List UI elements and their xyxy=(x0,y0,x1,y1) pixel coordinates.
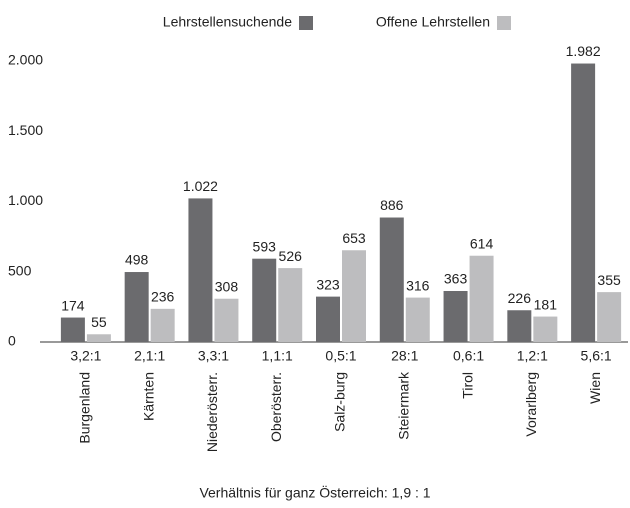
value-label: 226 xyxy=(508,290,532,306)
bar xyxy=(379,217,404,342)
ratio-label: 28:1 xyxy=(391,348,418,364)
value-label: 1.982 xyxy=(566,43,601,59)
bar xyxy=(342,250,366,342)
bar xyxy=(150,308,175,342)
x-tick-label: Salz-burg xyxy=(332,372,348,432)
y-tick-label: 2.000 xyxy=(8,52,43,68)
value-label: 316 xyxy=(406,277,430,293)
ratio-label: 0,5:1 xyxy=(325,348,356,364)
x-tick-label: Niederösterr. xyxy=(204,372,220,452)
value-label: 355 xyxy=(597,272,621,288)
value-label: 886 xyxy=(380,197,404,213)
x-tick-label: Wien xyxy=(587,372,603,404)
value-label: 308 xyxy=(215,278,239,294)
value-label: 323 xyxy=(316,276,340,292)
footnote: Verhältnis für ganz Österreich: 1,9 : 1 xyxy=(199,484,430,501)
x-tick-label: Steiermark xyxy=(395,371,411,440)
bar xyxy=(469,255,494,342)
value-label: 363 xyxy=(444,271,468,287)
y-tick-label: 1.500 xyxy=(8,122,43,138)
value-label: 593 xyxy=(253,238,277,254)
ratio-label: 1,2:1 xyxy=(517,348,548,364)
y-tick-label: 0 xyxy=(8,333,16,349)
bar xyxy=(316,296,340,342)
value-label: 55 xyxy=(91,314,107,330)
x-tick-label: Kärnten xyxy=(140,372,156,421)
bar xyxy=(214,298,239,342)
value-label: 181 xyxy=(534,296,558,312)
x-tick-label: Oberösterr. xyxy=(268,372,284,442)
bar xyxy=(443,290,468,342)
bar xyxy=(60,317,85,342)
ratio-label: 3,2:1 xyxy=(70,348,101,364)
bar xyxy=(533,316,558,342)
bar xyxy=(571,63,596,343)
bar xyxy=(405,297,430,342)
bar xyxy=(86,334,111,342)
legend-label: Lehrstellensuchende xyxy=(163,14,292,30)
x-tick-label: Vorarlberg xyxy=(523,372,539,437)
ratio-label: 3,3:1 xyxy=(198,348,229,364)
ratio-label: 1,1:1 xyxy=(262,348,293,364)
value-label: 526 xyxy=(279,248,303,264)
y-tick-label: 1.000 xyxy=(8,192,43,208)
value-label: 1.022 xyxy=(183,178,218,194)
ratio-label: 5,6:1 xyxy=(581,348,612,364)
value-label: 614 xyxy=(470,235,494,251)
value-label: 498 xyxy=(125,252,149,268)
bar xyxy=(278,268,303,342)
value-label: 653 xyxy=(342,230,366,246)
legend-label: Offene Lehrstellen xyxy=(376,14,490,30)
ratio-label: 2,1:1 xyxy=(134,348,165,364)
bar xyxy=(597,292,622,342)
ratio-label: 0,6:1 xyxy=(453,348,484,364)
legend-swatch xyxy=(299,16,313,30)
bar xyxy=(252,258,277,342)
y-tick-label: 500 xyxy=(8,262,32,278)
value-label: 236 xyxy=(151,289,175,305)
bar xyxy=(188,198,213,342)
bar xyxy=(507,310,532,342)
legend-swatch xyxy=(497,16,511,30)
bar xyxy=(124,272,149,342)
x-tick-label: Tirol xyxy=(459,372,475,399)
x-tick-label: Burgenland xyxy=(77,372,93,444)
value-label: 174 xyxy=(61,297,85,313)
